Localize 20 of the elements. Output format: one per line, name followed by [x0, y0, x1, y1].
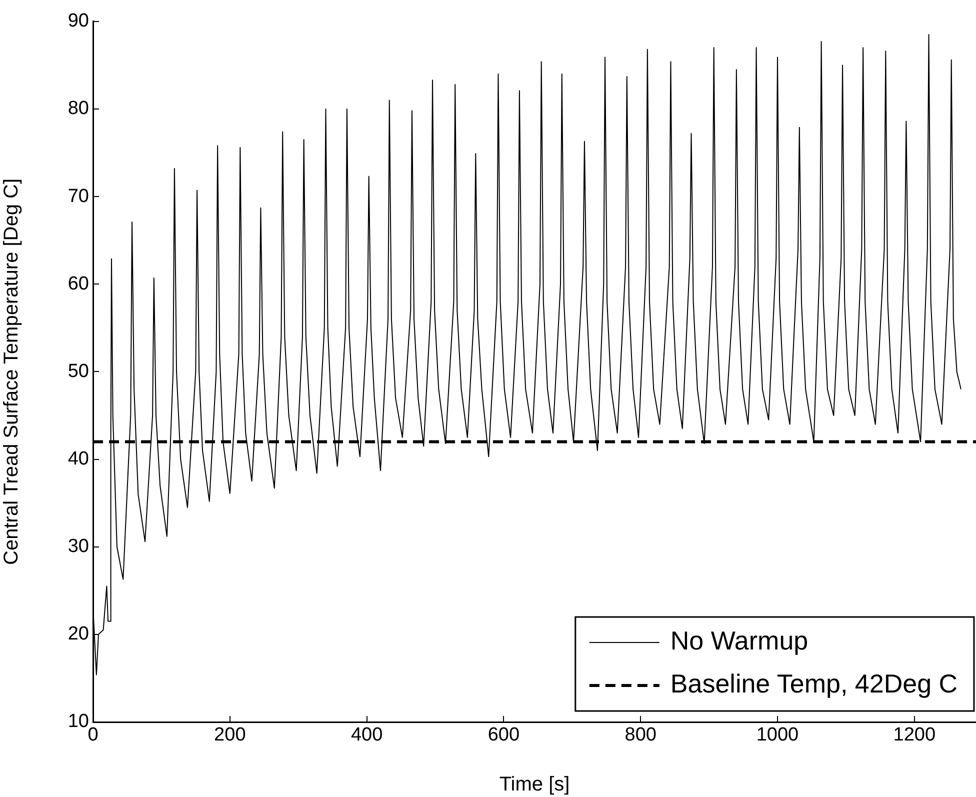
y-tick-label: 80 [68, 98, 89, 120]
y-tick-label: 60 [68, 273, 89, 294]
x-tick-label: 200 [214, 724, 246, 746]
x-tick-label: 1200 [893, 724, 936, 746]
legend-label: Baseline Temp, 42Deg C [670, 668, 958, 699]
y-axis-title: Central Tread Surface Temperature [Deg C] [0, 178, 23, 565]
x-tick-label: 1000 [756, 724, 799, 746]
y-tick-label: 50 [68, 360, 89, 382]
x-tick-label: 400 [350, 724, 383, 746]
y-tick-label: 70 [68, 186, 89, 207]
legend-label: No Warmup [670, 626, 808, 656]
x-tick-label: 600 [488, 724, 520, 746]
x-axis-title: Time [s] [499, 774, 570, 796]
y-tick-label: 10 [68, 711, 89, 732]
y-tick-label: 30 [68, 536, 89, 558]
y-tick-label: 40 [68, 448, 89, 470]
x-tick-label: 800 [624, 724, 656, 746]
y-tick-label: 20 [68, 624, 89, 645]
y-tick-label: 90 [68, 10, 89, 32]
x-tick-label: 0 [88, 724, 98, 746]
